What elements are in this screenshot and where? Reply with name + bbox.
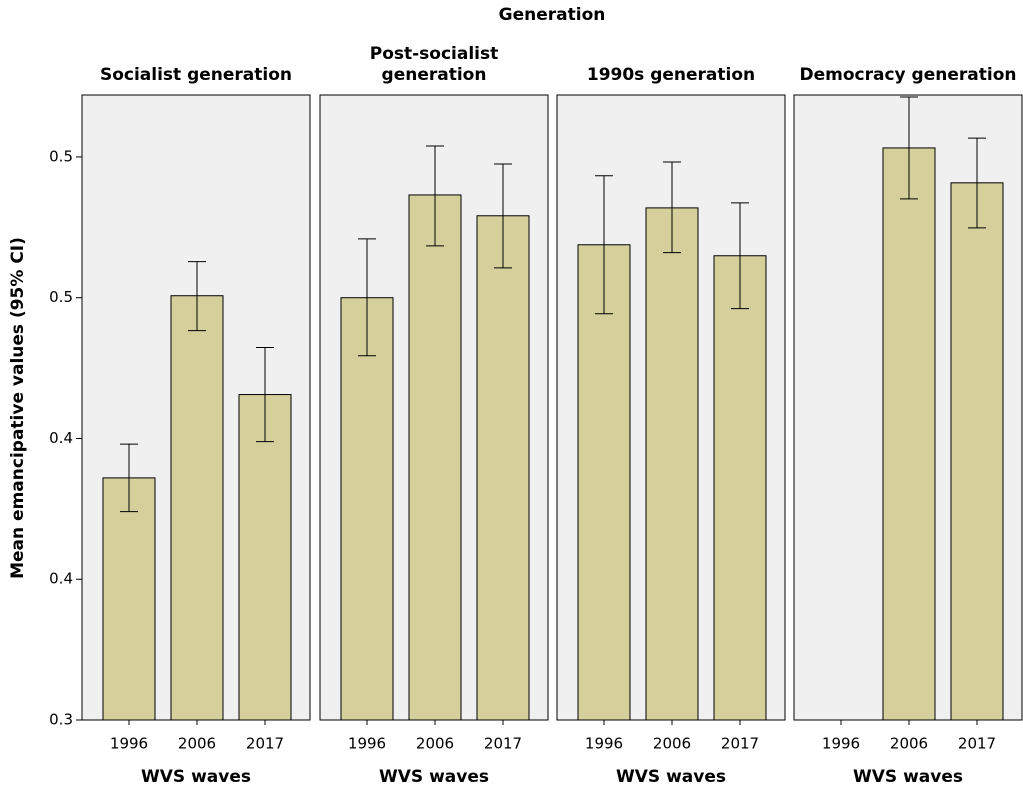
x-tick-label: 2006: [890, 735, 928, 753]
x-tick-label: 2006: [653, 735, 691, 753]
x-tick-label: 1996: [110, 735, 148, 753]
y-tick-label: 0.5: [49, 288, 73, 306]
y-tick-label: 0.4: [49, 429, 73, 447]
y-tick-label: 0.3: [49, 711, 73, 729]
bar: [882, 147, 936, 721]
chart-title: Generation: [499, 5, 606, 25]
x-tick-label: 2017: [721, 735, 759, 753]
panel-title: Socialist generation: [99, 65, 293, 85]
x-tick-label: 2017: [246, 735, 284, 753]
bar: [713, 255, 767, 721]
panel-title: Democracy generation: [799, 65, 1017, 85]
bar: [238, 394, 292, 721]
x-tick-label: 2017: [958, 735, 996, 753]
bar: [950, 182, 1004, 721]
x-axis-label: WVS waves: [616, 767, 726, 787]
x-tick-label: 1996: [585, 735, 623, 753]
bar: [577, 244, 631, 721]
bar: [340, 297, 394, 721]
y-axis-label: Mean emancipative values (95% CI): [8, 237, 28, 579]
x-axis-label: WVS waves: [379, 767, 489, 787]
bar: [476, 215, 530, 721]
x-tick-label: 1996: [822, 735, 860, 753]
bar: [170, 295, 224, 721]
x-tick-label: 1996: [348, 735, 386, 753]
bar: [645, 207, 699, 721]
bar: [102, 477, 156, 721]
y-tick-label: 0.5: [49, 147, 73, 165]
x-axis-label: WVS waves: [141, 767, 251, 787]
panel-title: 1990s generation: [586, 65, 756, 85]
x-tick-label: 2017: [484, 735, 522, 753]
panel-title: Post-socialist generation: [369, 44, 499, 85]
x-tick-label: 2006: [178, 735, 216, 753]
x-tick-label: 2006: [416, 735, 454, 753]
y-tick-label: 0.4: [49, 570, 73, 588]
bar: [408, 194, 462, 721]
x-axis-label: WVS waves: [853, 767, 963, 787]
